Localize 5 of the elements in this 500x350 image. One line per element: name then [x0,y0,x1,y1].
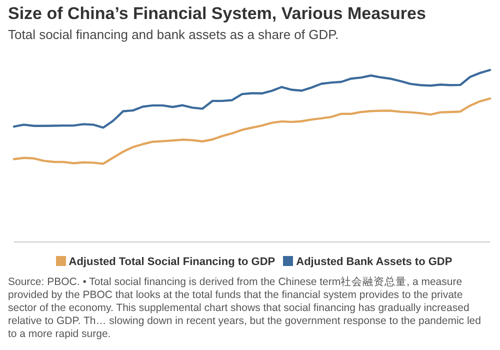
legend-label: Adjusted Bank Assets to GDP [296,256,452,268]
chart-title: Size of China’s Financial System, Various Measures [8,4,426,24]
source-note: Source: PBOC. • Total social financing is derived from the Chinese term社会融资总量, a measure provided by the PBOC that looks at the total funds that the financial system provides to the private sector of the economy. This supplemental chart shows that social financing has gradually increased relative to GDP. Th… slowing down in recent years, but the government response to the pandemic led to a more rapid surge. [8,276,482,341]
chart-subtitle: Total social financing and bank assets as a share of GDP. [8,27,339,42]
legend-label: Adjusted Total Social Financing to GDP [68,256,276,268]
